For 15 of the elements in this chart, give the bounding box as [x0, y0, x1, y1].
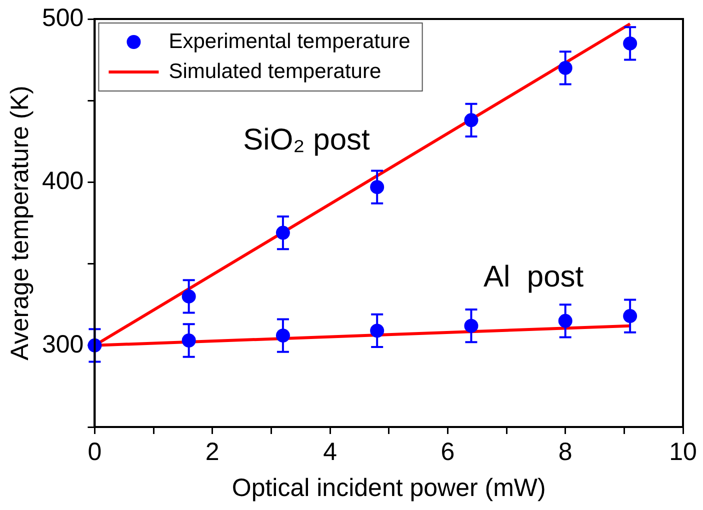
x-tick-label: 4	[323, 438, 338, 466]
x-tick-label: 2	[205, 438, 220, 466]
y-axis-title: Average temperature (K)	[6, 86, 34, 360]
legend-label: Experimental temperature	[168, 30, 410, 53]
x-axis-title: Optical incident power (mW)	[232, 474, 546, 502]
y-tick-label: 300	[42, 330, 84, 358]
annotation: SiO₂ post	[243, 124, 371, 157]
x-tick-label: 0	[88, 438, 102, 466]
annotation: Al post	[484, 260, 584, 294]
y-tick-label: 500	[42, 4, 84, 32]
x-tick-label: 8	[558, 438, 572, 466]
legend-label: Simulated temperature	[168, 60, 382, 83]
x-tick-label: 10	[669, 438, 697, 466]
y-tick-label: 400	[42, 167, 84, 196]
x-tick-label: 6	[440, 438, 455, 466]
